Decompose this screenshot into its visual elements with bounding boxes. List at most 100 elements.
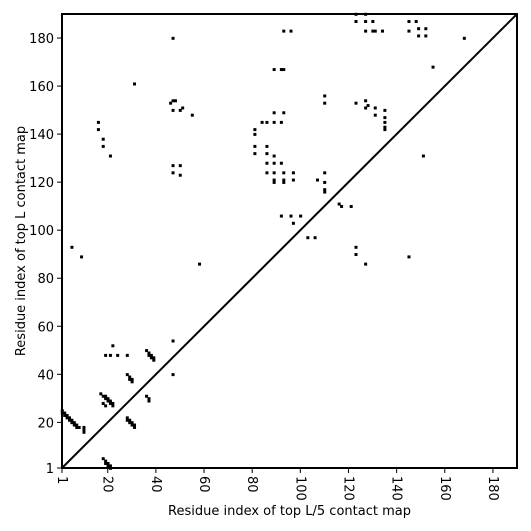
contact-cell-top-l5 xyxy=(72,423,76,427)
x-tick-label: 180 xyxy=(485,476,500,501)
contact-cell-top-l xyxy=(253,144,257,148)
contact-cell-top-l xyxy=(383,120,387,124)
contact-cell-top-l5 xyxy=(133,423,137,427)
contact-cell-top-l xyxy=(171,171,175,175)
contact-cell-top-l5 xyxy=(77,425,81,429)
contact-cell-top-l5 xyxy=(130,377,134,381)
contact-cell-top-l5 xyxy=(75,423,79,427)
contact-cell-top-l xyxy=(265,161,269,165)
x-tick-label: 140 xyxy=(389,476,404,501)
contact-cell-top-l xyxy=(96,120,100,124)
contact-cell-top-l xyxy=(70,245,74,249)
contact-cell-top-l xyxy=(253,132,257,136)
contact-cell-top-l xyxy=(171,339,175,343)
contact-cell-top-l xyxy=(279,214,283,218)
contact-cell-top-l xyxy=(181,106,185,110)
contact-cell-top-l5 xyxy=(106,399,110,403)
contact-cell-top-l xyxy=(315,178,319,182)
contact-cell-top-l xyxy=(253,152,257,156)
contact-cell-top-l5 xyxy=(75,425,79,429)
contact-cell-top-l xyxy=(198,262,202,266)
contact-cell-top-l xyxy=(340,204,344,208)
contact-cell-top-l5 xyxy=(70,421,74,425)
contact-cell-top-l xyxy=(80,255,84,259)
contact-cell-top-l5 xyxy=(99,392,103,396)
contact-cell-top-l xyxy=(373,106,377,110)
contact-cell-top-l5 xyxy=(70,418,74,422)
contact-cell-top-l xyxy=(313,236,317,240)
contact-cell-top-l xyxy=(190,113,194,117)
x-tick-label: 20 xyxy=(100,476,115,493)
contact-cell-top-l xyxy=(178,108,182,112)
contact-cell-top-l xyxy=(371,29,375,33)
contact-cell-top-l5 xyxy=(104,397,108,401)
contact-cell-top-l5 xyxy=(101,394,105,398)
contact-cell-top-l xyxy=(272,161,276,165)
y-tick-label: 1 xyxy=(46,462,54,477)
contact-cell-top-l xyxy=(272,68,276,72)
contact-cell-top-l5 xyxy=(152,356,156,360)
contact-cell-top-l xyxy=(323,190,327,194)
contact-cell-top-l xyxy=(171,164,175,168)
y-axis-title: Residue index of top L contact map xyxy=(14,126,29,356)
contact-cell-top-l xyxy=(96,128,100,132)
contact-cell-top-l xyxy=(171,99,175,103)
contact-cell-top-l5 xyxy=(101,401,105,405)
contact-cell-top-l xyxy=(101,137,105,141)
contact-cell-top-l xyxy=(169,101,173,105)
x-axis: 1 20 40 60 80 100 120 140 160 180 xyxy=(54,468,500,501)
contact-cell-top-l5 xyxy=(82,430,86,434)
contact-cell-top-l5 xyxy=(147,399,151,403)
contact-cell-top-l xyxy=(291,171,295,175)
contact-cell-top-l5 xyxy=(104,404,108,408)
plot-frame xyxy=(61,13,518,469)
contact-cell-top-l xyxy=(265,120,269,124)
contact-cell-top-l xyxy=(272,180,276,184)
contact-cell-top-l xyxy=(171,373,175,377)
contact-cell-top-l xyxy=(289,214,293,218)
x-tick-label: 80 xyxy=(244,476,259,493)
contact-cell-top-l5 xyxy=(68,418,72,422)
contact-cell-top-l xyxy=(354,245,358,249)
contact-cell-top-l xyxy=(323,180,327,184)
contact-cell-top-l5 xyxy=(68,416,72,420)
contact-cell-top-l5 xyxy=(82,428,86,432)
contact-cell-top-l xyxy=(171,36,175,40)
contact-cell-top-l xyxy=(414,20,418,24)
contact-cell-top-l5 xyxy=(111,404,115,408)
contact-cell-top-l xyxy=(421,154,425,158)
contact-cell-top-l xyxy=(272,120,276,124)
contact-cell-top-l xyxy=(354,20,358,24)
contact-cell-top-l5 xyxy=(145,394,149,398)
contact-cell-top-l xyxy=(323,101,327,105)
contact-cell-top-l xyxy=(364,262,368,266)
contact-cell-top-l5 xyxy=(82,425,86,429)
contact-cell-top-l5 xyxy=(145,349,149,353)
contact-cell-top-l5 xyxy=(147,351,151,355)
contact-cell-top-l5 xyxy=(108,401,112,405)
contact-cell-top-l5 xyxy=(104,394,108,398)
contact-cell-top-l5 xyxy=(101,457,105,461)
x-tick-label: 120 xyxy=(340,476,355,501)
contact-cell-top-l5 xyxy=(152,358,156,362)
y-tick-label: 80 xyxy=(37,272,54,287)
contact-cell-top-l5 xyxy=(130,380,134,384)
contact-cell-top-l5 xyxy=(149,356,153,360)
contact-cell-top-l xyxy=(282,68,286,72)
y-tick-label: 60 xyxy=(37,320,54,335)
contact-cell-top-l5 xyxy=(108,464,112,468)
contact-cell-top-l xyxy=(407,255,411,259)
contact-cell-top-l5 xyxy=(72,421,76,425)
contact-cell-top-l xyxy=(299,214,303,218)
contact-cell-top-l5 xyxy=(128,377,132,381)
contact-cell-top-l xyxy=(431,65,435,69)
y-tick-label: 160 xyxy=(29,80,54,95)
contact-cell-top-l xyxy=(260,120,264,124)
contact-cell-top-l xyxy=(178,173,182,177)
contact-cell-top-l xyxy=(371,20,375,24)
contact-cell-top-l xyxy=(265,152,269,156)
contact-cell-top-l xyxy=(289,29,293,33)
contact-cell-top-l xyxy=(108,154,112,158)
